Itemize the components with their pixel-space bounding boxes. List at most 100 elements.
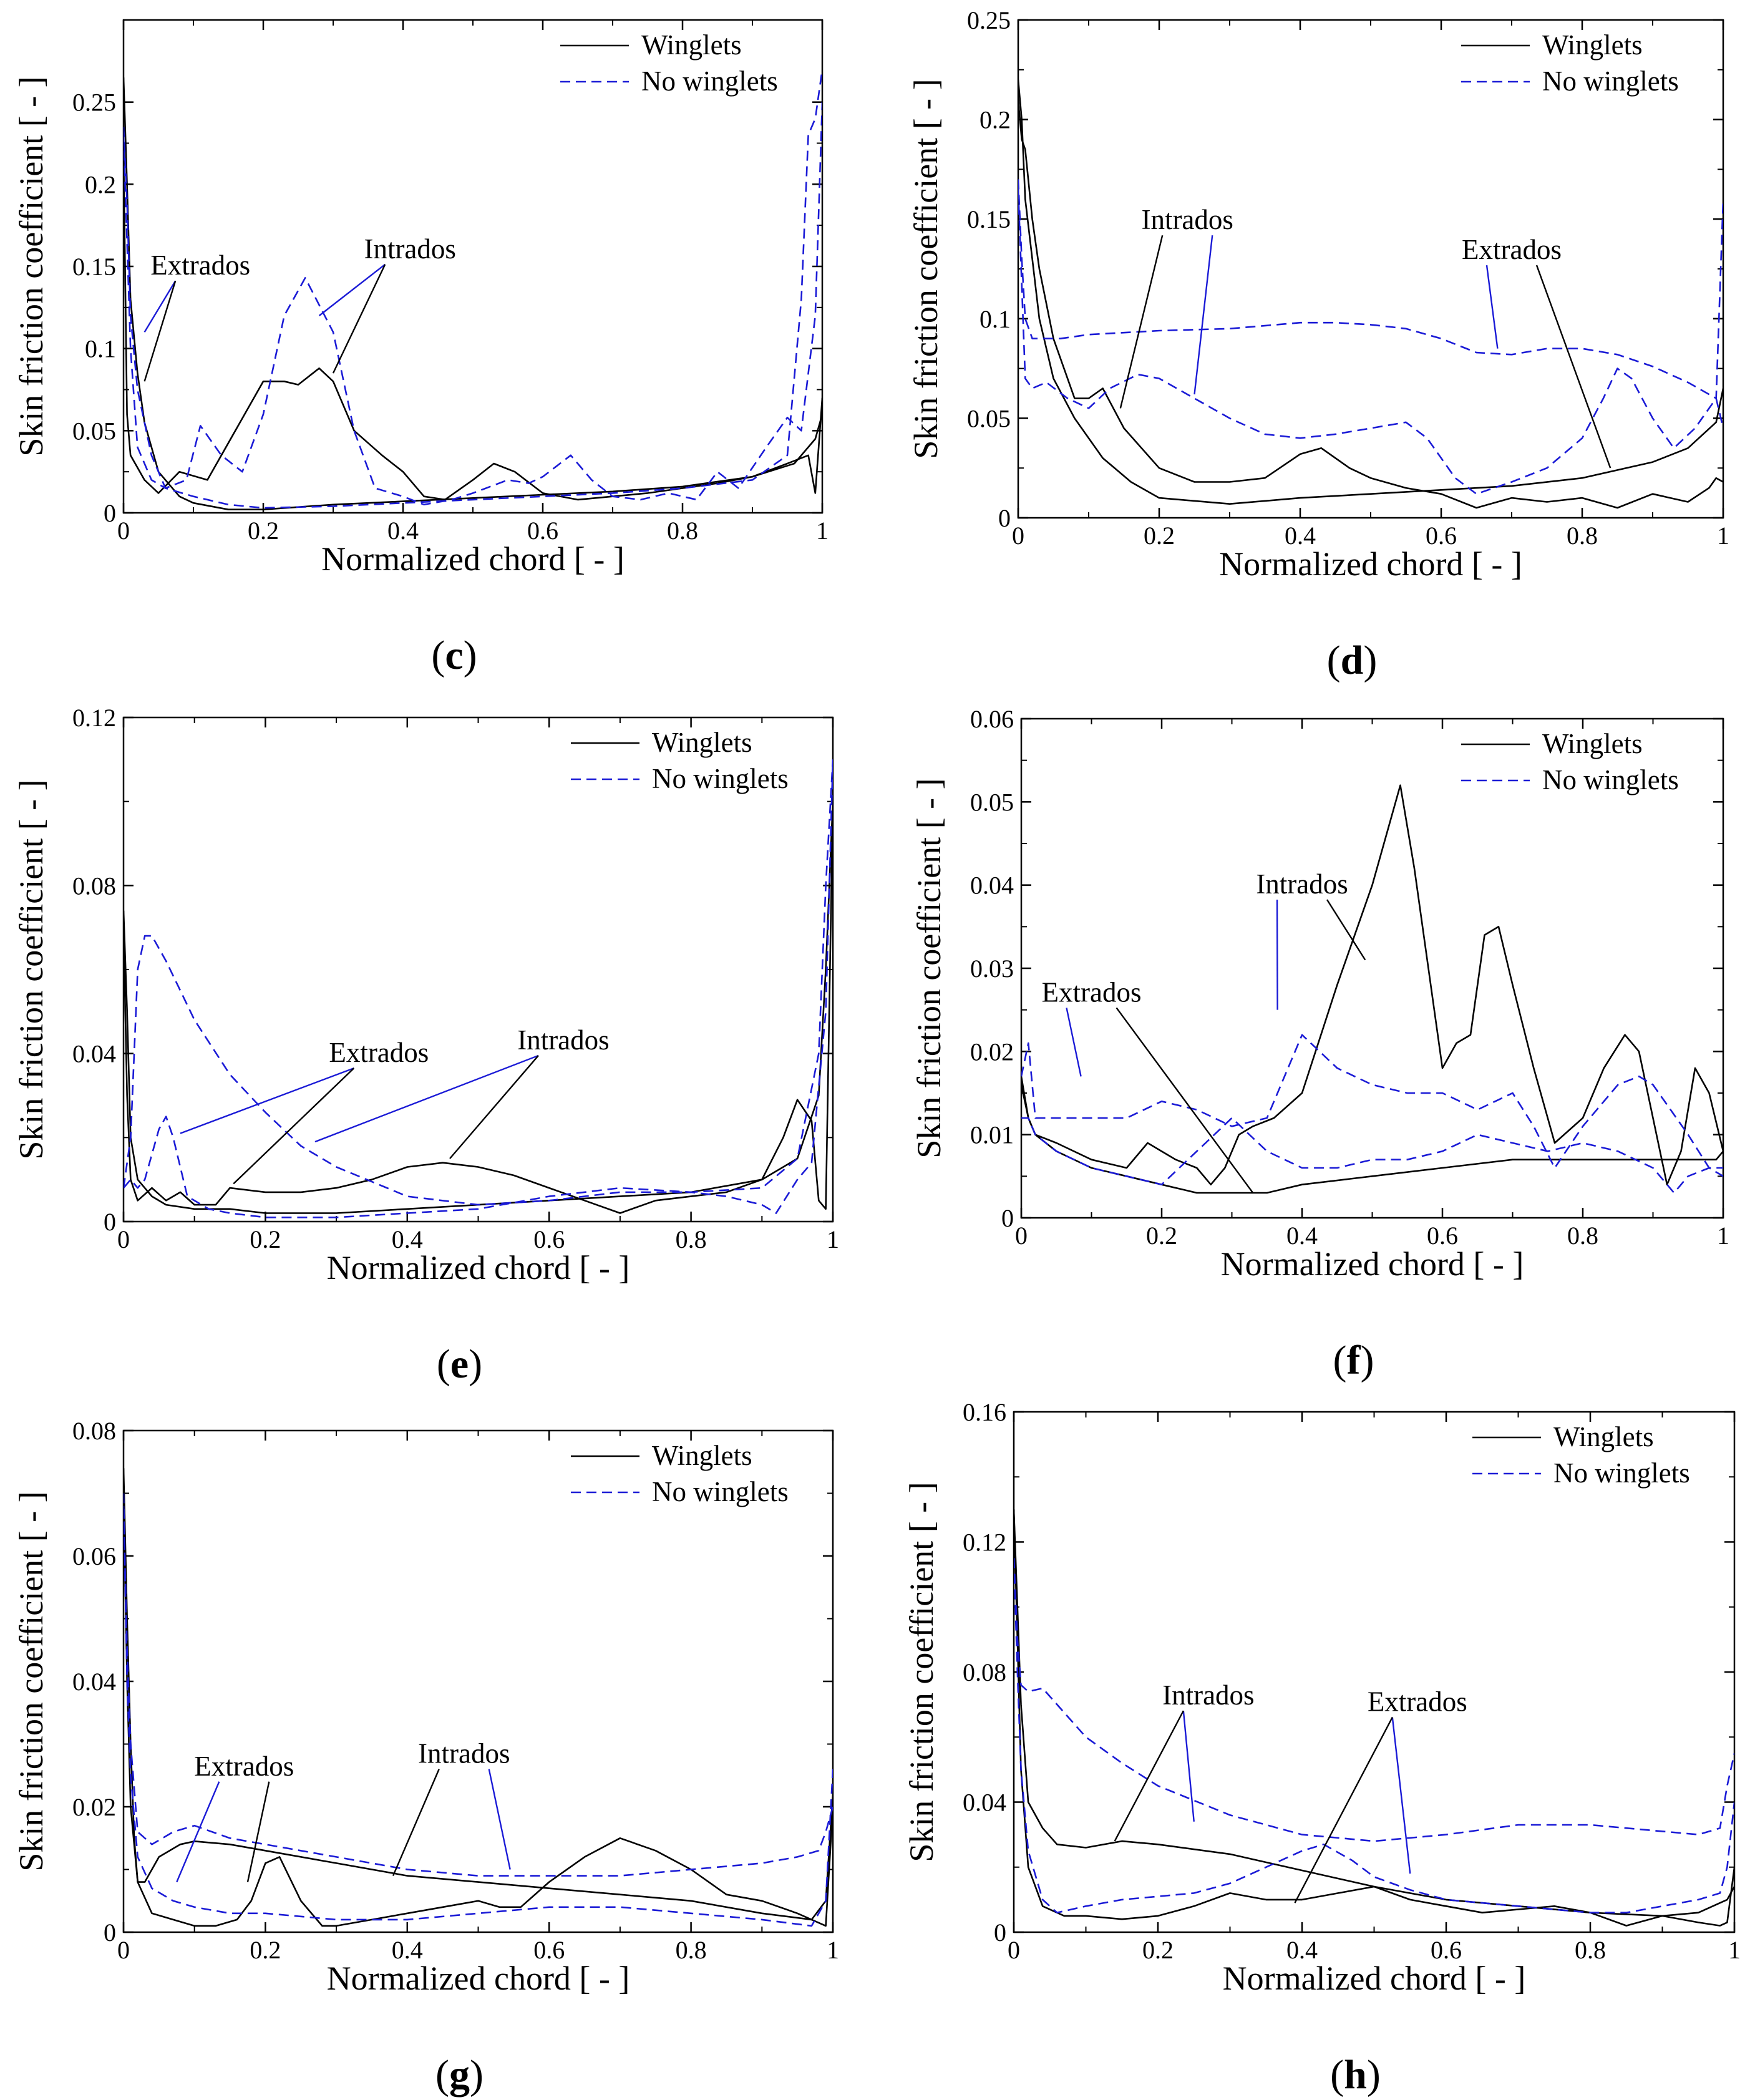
annotation-leader: [392, 1769, 440, 1877]
caption-letter: f: [1347, 1338, 1361, 1383]
y-tick-label: 0: [104, 1918, 116, 1947]
x-axis-label: Normalized chord [ - ]: [327, 1249, 630, 1286]
legend-label: No winglets: [641, 66, 778, 97]
y-tick-label: 0: [998, 504, 1011, 532]
x-tick-label: 0.6: [533, 1225, 565, 1253]
legend-label: Winglets: [641, 29, 742, 61]
annotation-label: Intrados: [1162, 1680, 1254, 1711]
x-tick-label: 0.4: [392, 1225, 423, 1253]
series-line-winglets-extrados: [124, 1468, 833, 1921]
series-line-no-winglets-extrados: [124, 69, 822, 509]
x-axis-label: Normalized chord [ - ]: [321, 540, 625, 578]
series-line-winglets-intrados: [1021, 784, 1723, 1185]
panel-caption: (h): [1330, 2052, 1381, 2098]
y-tick-label: 0: [104, 499, 116, 527]
y-tick-label: 0.15: [967, 205, 1011, 233]
panel-c: 0 0.2 0.4 0.6 0.8 1 0 0.05 0.1 0.15 0.2 0.25 Normali…: [12, 19, 829, 678]
x-axis-label: Normalized chord [ - ]: [1223, 1960, 1526, 1997]
series-line-no-winglets-extrados: [124, 759, 833, 1206]
series-line-no-winglets-intrados: [1021, 1117, 1723, 1194]
x-tick-label: 1: [816, 517, 829, 545]
series-line-winglets-intrados: [124, 1493, 833, 1927]
annotation-leader: [1535, 265, 1611, 469]
y-tick-label: 0.16: [963, 1398, 1006, 1426]
annotation-leader: [1193, 235, 1213, 395]
x-tick-label: 0.8: [1575, 1936, 1606, 1964]
series-line-no-winglets-intrados: [1018, 189, 1723, 495]
annotation-leader: [1391, 1717, 1411, 1874]
annotation-label: Intrados: [517, 1024, 609, 1056]
x-tick-label: 0.2: [1144, 522, 1175, 550]
series-line-winglets-intrados: [124, 801, 833, 1214]
annotation-leader: [449, 1055, 539, 1159]
y-tick-label: 0.05: [970, 788, 1014, 816]
panel-e: 0 0.2 0.4 0.6 0.8 1 0 0.04 0.08 0.12 Normalized ch…: [12, 704, 839, 1387]
annotation-leader: [1294, 1716, 1393, 1903]
annotation-leader: [1116, 1007, 1254, 1193]
legend-label: No winglets: [652, 1476, 789, 1507]
x-tick-label: 1: [1728, 1936, 1741, 1964]
annotation-label: Intrados: [418, 1738, 510, 1769]
x-tick-label: 0.4: [392, 1936, 423, 1964]
caption-paren-open: (: [1333, 1338, 1347, 1383]
x-tick-label: 0.8: [676, 1936, 707, 1964]
x-tick-label: 0.4: [387, 517, 419, 545]
y-tick-label: 0.12: [963, 1529, 1006, 1557]
x-tick-label: 0.2: [1146, 1222, 1177, 1250]
annotation-leader: [318, 263, 386, 316]
y-tick-label: 0.06: [970, 705, 1014, 733]
series-line-no-winglets-extrados: [1021, 1034, 1723, 1169]
y-tick-label: 0.15: [72, 253, 116, 281]
annotation-leader: [1119, 235, 1164, 409]
caption-paren-close: ): [470, 2052, 484, 2098]
y-axis-label: Skin friction coefficient [ - ]: [907, 79, 945, 459]
series-line-no-winglets-intrados: [124, 1505, 833, 1877]
annotation-leader: [1276, 899, 1278, 1010]
caption-paren-open: (: [435, 2052, 449, 2098]
x-tick-label: 0.8: [1567, 1222, 1598, 1250]
x-tick-label: 0.4: [1286, 1222, 1318, 1250]
x-tick-label: 1: [827, 1225, 839, 1253]
x-tick-label: 0.2: [248, 517, 279, 545]
series-line-no-winglets-extrados: [1014, 1558, 1734, 1842]
series-line-no-winglets-intrados: [124, 102, 822, 506]
y-tick-label: 0.04: [963, 1789, 1006, 1817]
y-tick-label: 0.25: [72, 89, 116, 117]
annotation-label: Intrados: [1256, 868, 1348, 900]
x-tick-label: 0: [1008, 1936, 1020, 1964]
caption-letter: e: [450, 1341, 469, 1387]
y-axis-label: Skin friction coefficient [ - ]: [12, 76, 50, 456]
panel-g: 0 0.2 0.4 0.6 0.8 1 0 0.02 0.04 0.06 0.08 Normalize…: [12, 1417, 839, 2098]
annotation-leader: [488, 1769, 511, 1870]
y-axis-label: Skin friction coefficient [ - ]: [12, 1491, 50, 1871]
x-tick-label: 0.6: [1426, 522, 1457, 550]
annotation-label: Intrados: [364, 233, 455, 265]
series-line-no-winglets-intrados: [1014, 1558, 1734, 1913]
y-tick-label: 0.04: [72, 1040, 116, 1068]
y-tick-label: 0: [1001, 1204, 1014, 1232]
legend-label: Winglets: [1542, 29, 1643, 61]
series-line-winglets-extrados: [124, 801, 833, 1214]
annotation-label: Extrados: [194, 1751, 294, 1782]
y-tick-label: 0.08: [963, 1658, 1006, 1686]
series-line-no-winglets-extrados: [124, 1493, 833, 1927]
y-tick-label: 0.08: [72, 1417, 116, 1445]
series-line-winglets-extrados: [1018, 79, 1723, 505]
panel-f: 0 0.2 0.4 0.6 0.8 1 0 0.01 0.02 0.03 0.04 0.05 0.06 N…: [910, 705, 1729, 1383]
y-axis-label: Skin friction coefficient [ - ]: [12, 779, 50, 1159]
y-tick-label: 0: [994, 1918, 1006, 1947]
panel-caption: (c): [431, 633, 477, 678]
legend-label: No winglets: [652, 763, 789, 794]
annotation-label: Intrados: [1141, 204, 1233, 235]
x-tick-label: 0.4: [1286, 1936, 1318, 1964]
y-tick-label: 0.25: [967, 6, 1011, 34]
panel-d: 0 0.2 0.4 0.6 0.8 1 0 0.05 0.1 0.15 0.2 0.25 Normali…: [907, 6, 1729, 683]
panel-caption: (f): [1333, 1338, 1374, 1383]
caption-paren-close: ): [469, 1341, 482, 1387]
y-tick-label: 0.1: [980, 305, 1011, 333]
series-line-winglets-intrados: [1018, 99, 1723, 509]
caption-paren-close: ): [1367, 2052, 1381, 2098]
annotation-leader: [332, 264, 386, 374]
y-axis-label: Skin friction coefficient [ - ]: [903, 1482, 940, 1862]
